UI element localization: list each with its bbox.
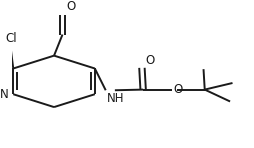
Text: NH: NH [107, 92, 124, 105]
Text: Cl: Cl [6, 32, 17, 45]
Text: O: O [67, 0, 76, 13]
Text: N: N [0, 88, 9, 101]
Text: O: O [146, 54, 155, 66]
Text: O: O [173, 83, 183, 96]
